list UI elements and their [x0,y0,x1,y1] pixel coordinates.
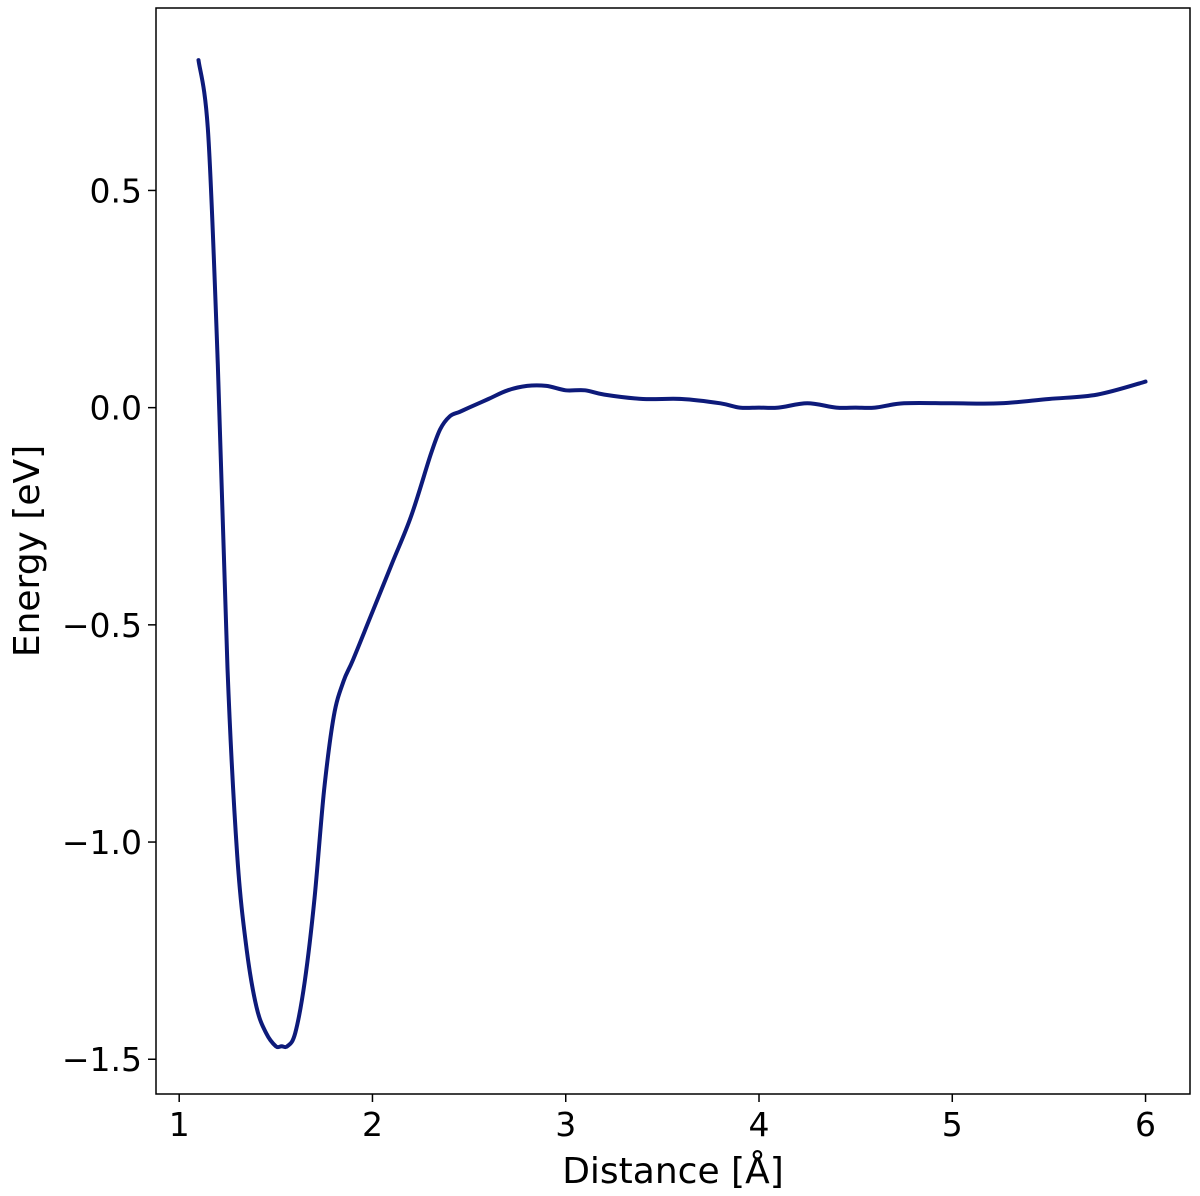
x-tick-label: 5 [942,1105,963,1144]
x-tick-label: 4 [749,1105,770,1144]
y-axis: −1.5 −1.0 −0.5 0.0 0.5 [62,171,156,1079]
x-axis: 1 2 3 4 5 6 [169,1094,1156,1144]
y-tick-label: 0.5 [90,171,142,210]
energy-curve-line [196,58,1148,1050]
x-axis-label: Distance [Å] [562,1149,784,1192]
y-tick-label: −1.0 [62,823,142,862]
x-tick-label: 3 [555,1105,576,1144]
x-tick-label: 6 [1135,1105,1156,1144]
y-tick-label: −1.5 [62,1040,142,1079]
y-axis-label: Energy [eV] [7,445,48,657]
plot-area-frame [155,7,1191,1095]
y-tick-label: 0.0 [90,389,142,428]
x-tick-label: 1 [169,1105,190,1144]
y-tick-label: −0.5 [62,606,142,645]
x-tick-label: 2 [362,1105,383,1144]
